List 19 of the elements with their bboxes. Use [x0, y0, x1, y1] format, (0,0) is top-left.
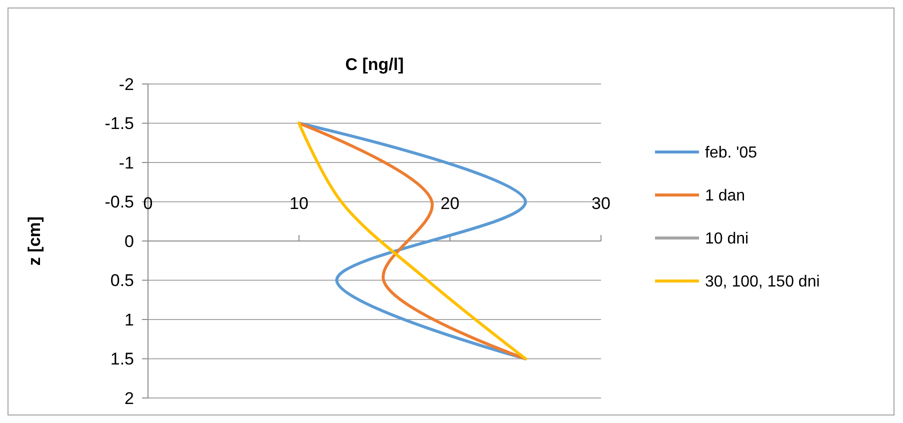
legend-label: 30, 100, 150 dni [705, 274, 820, 291]
x-tick-label: 20 [440, 194, 460, 213]
y-tick-label: 1 [124, 310, 134, 330]
x-tick-label: 10 [290, 194, 308, 213]
y-axis-title: z [cm] [25, 216, 44, 266]
y-tick-label: 0 [124, 232, 134, 251]
y-tick-label: -1 [118, 153, 134, 172]
legend-label: feb. '05 [705, 144, 758, 162]
y-tick-label: 0.5 [110, 271, 134, 290]
y-tick-label: -0.5 [104, 192, 134, 212]
legend-label: 10 dni [705, 230, 749, 248]
y-tick-label: 2 [124, 388, 134, 408]
y-tick-label: 1.5 [110, 350, 134, 369]
y-tick-label: -2 [118, 74, 134, 94]
legend-label: 1 dan [705, 188, 746, 205]
chart-title: C [ng/l] [345, 55, 404, 74]
x-tick-label: 30 [592, 194, 610, 213]
x-tick-label: 0 [143, 194, 153, 213]
y-tick-label: -1.5 [104, 114, 134, 134]
